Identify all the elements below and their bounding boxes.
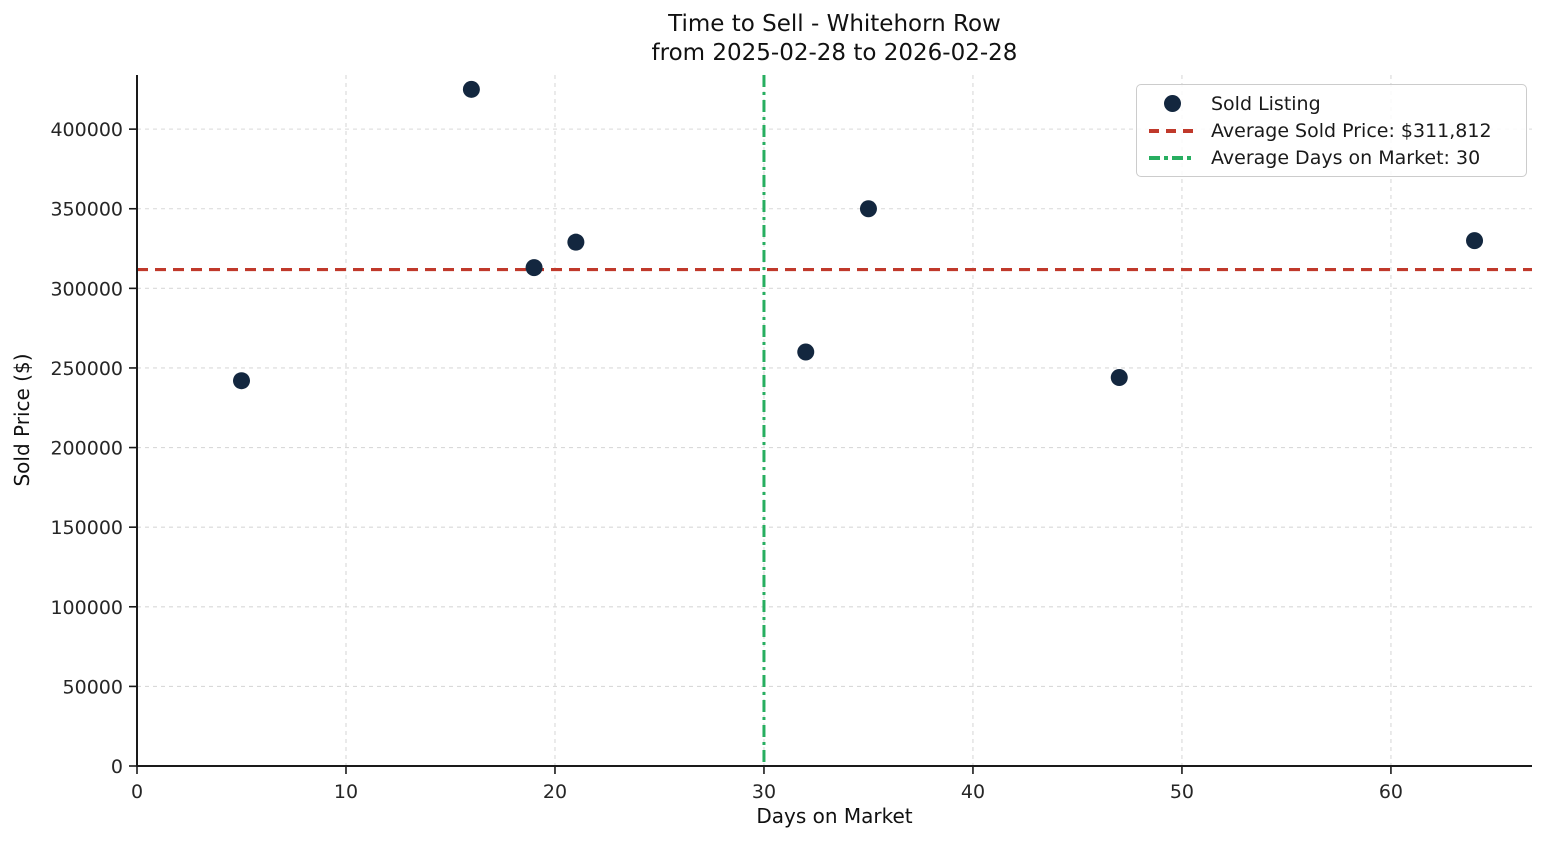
- legend-label-average-days-on-market: Average Days on Market: 30: [1211, 146, 1481, 169]
- data-point: [232, 372, 250, 390]
- y-tick-label: 200000: [50, 438, 123, 460]
- data-point: [462, 80, 480, 98]
- legend-label-average-sold-price: Average Sold Price: $311,812: [1211, 119, 1492, 142]
- legend: Sold Listing Average Sold Price: $311,81…: [1136, 84, 1527, 177]
- x-tick-label: 10: [334, 781, 358, 803]
- dashdot-line-icon: [1149, 155, 1195, 160]
- dashed-line-icon: [1149, 128, 1195, 133]
- legend-item-average-days-on-market: Average Days on Market: 30: [1149, 144, 1514, 171]
- y-tick-label: 100000: [50, 597, 123, 619]
- data-point: [525, 259, 543, 277]
- x-tick-label: 50: [1170, 781, 1194, 803]
- legend-item-sold-listing: Sold Listing: [1149, 90, 1514, 117]
- y-tick-label: 150000: [50, 517, 123, 539]
- y-tick-label: 250000: [50, 358, 123, 380]
- x-tick-label: 20: [543, 781, 567, 803]
- chart-title: Time to Sell - Whitehorn Row from 2025-0…: [137, 10, 1532, 68]
- legend-item-average-sold-price: Average Sold Price: $311,812: [1149, 117, 1514, 144]
- x-tick-label: 30: [752, 781, 776, 803]
- data-point: [1466, 232, 1484, 250]
- x-tick-label: 40: [961, 781, 985, 803]
- y-tick-label: 400000: [50, 119, 123, 141]
- chart-title-line1: Time to Sell - Whitehorn Row: [668, 11, 1001, 37]
- legend-label-sold-listing: Sold Listing: [1211, 92, 1321, 115]
- data-point: [567, 233, 585, 251]
- y-tick-label: 50000: [63, 676, 123, 698]
- x-tick-label: 60: [1379, 781, 1403, 803]
- y-tick-label: 350000: [50, 199, 123, 221]
- data-point: [1110, 369, 1128, 387]
- y-tick-label: 0: [111, 756, 123, 778]
- legend-marker: [1149, 95, 1195, 112]
- data-point: [797, 343, 815, 361]
- chart-title-line2: from 2025-02-28 to 2026-02-28: [651, 39, 1018, 66]
- y-tick-label: 300000: [50, 278, 123, 300]
- x-axis-label: Days on Market: [756, 804, 913, 828]
- legend-marker: [1149, 155, 1195, 160]
- y-axis-label: Sold Price ($): [10, 353, 34, 487]
- x-tick-label: 0: [131, 781, 143, 803]
- scatter-dot-icon: [1163, 95, 1181, 112]
- legend-marker: [1149, 128, 1195, 133]
- data-point: [859, 200, 877, 218]
